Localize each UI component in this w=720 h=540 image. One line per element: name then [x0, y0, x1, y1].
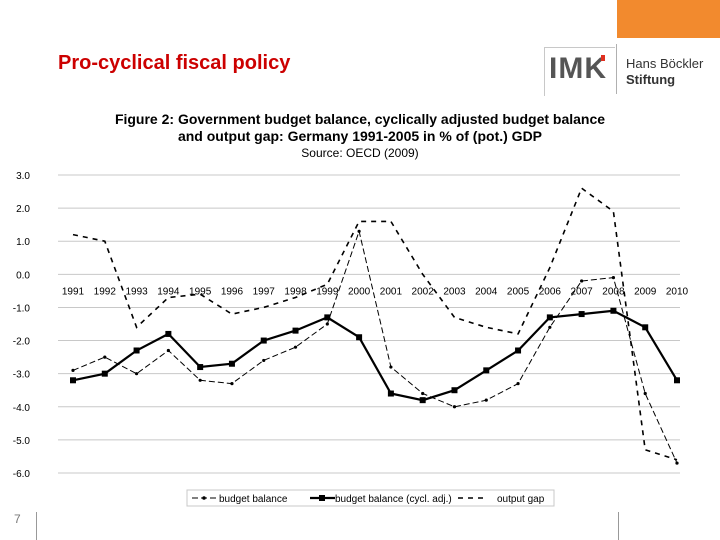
data-point [197, 364, 204, 371]
x-tick-label: 1995 [189, 286, 212, 297]
chart-source: Source: OECD (2009) [301, 146, 419, 160]
data-point [165, 330, 172, 337]
x-tick-label: 1992 [94, 286, 117, 297]
page-number: 7 [14, 512, 21, 526]
data-point [452, 405, 457, 409]
data-point [610, 307, 617, 314]
x-tick-label: 2001 [380, 286, 403, 297]
x-tick-label: 1994 [157, 286, 180, 297]
y-tick-label: 3.0 [16, 171, 30, 182]
y-tick-label: -4.0 [13, 403, 31, 414]
data-point [324, 314, 331, 321]
series-line [72, 186, 678, 461]
logo-frame [544, 47, 615, 96]
data-point [675, 461, 679, 465]
data-point [357, 229, 361, 233]
x-tick-label: 2009 [634, 286, 657, 297]
footer-divider-right [618, 512, 619, 540]
data-point [483, 367, 490, 374]
y-tick-label: -5.0 [13, 436, 31, 447]
data-point [230, 382, 234, 386]
legend-marker [319, 495, 325, 501]
slide-title: Pro-cyclical fiscal policy [58, 52, 291, 74]
series-line [72, 229, 678, 464]
hans-boeckler-logo: Hans Böckler Stiftung [626, 56, 703, 88]
x-tick-label: 2003 [443, 286, 466, 297]
legend-label: output gap [497, 494, 545, 505]
data-point [484, 398, 488, 402]
data-point [356, 334, 363, 341]
x-tick-label: 2007 [571, 286, 594, 297]
x-tick-label: 1997 [253, 286, 276, 297]
data-point [262, 358, 266, 363]
data-point [611, 276, 616, 280]
x-tick-label: 2010 [666, 286, 689, 297]
imk-logo: IMK [549, 52, 607, 85]
chart-title-line1: Figure 2: Government budget balance, cyc… [114, 111, 606, 127]
x-tick-label: 2006 [539, 286, 562, 297]
data-point [451, 387, 458, 394]
x-tick-label: 1996 [221, 286, 244, 297]
hbs-logo-line1: Hans Böckler [626, 56, 704, 71]
x-tick-label: 2002 [412, 286, 435, 297]
x-tick-label: 1999 [316, 286, 339, 297]
footer-divider-left [36, 512, 37, 540]
legend-marker [202, 496, 206, 500]
brand-orange-block [617, 0, 720, 38]
y-tick-label: 1.0 [16, 237, 30, 248]
y-tick-label: 2.0 [16, 204, 30, 215]
data-point [419, 397, 426, 404]
data-point [516, 382, 520, 386]
x-tick-label: 1993 [125, 286, 148, 297]
data-point [578, 311, 585, 318]
data-point [71, 368, 75, 372]
logo-divider [616, 44, 617, 94]
data-point [389, 365, 393, 369]
data-point [166, 348, 170, 353]
x-tick-label: 2004 [475, 286, 498, 297]
data-point [325, 322, 329, 326]
data-point [101, 370, 108, 377]
data-point [228, 360, 235, 367]
legend-label: budget balance (cycl. adj.) [335, 494, 452, 505]
data-point [580, 279, 584, 283]
data-point [548, 325, 552, 329]
data-point [260, 337, 267, 344]
y-tick-label: -2.0 [13, 337, 31, 348]
data-point [674, 377, 680, 384]
y-tick-label: -3.0 [13, 370, 31, 381]
data-point [292, 327, 299, 334]
legend-label: budget balance [219, 494, 288, 505]
data-point [643, 391, 647, 396]
x-tick-label: 2008 [602, 286, 625, 297]
y-tick-label: -6.0 [13, 469, 31, 480]
x-tick-label: 1991 [62, 286, 85, 297]
data-point [133, 347, 140, 354]
data-point [134, 372, 139, 376]
imk-logo-accent [601, 55, 605, 61]
x-tick-label: 2005 [507, 286, 530, 297]
data-point [387, 390, 394, 397]
data-point [515, 347, 522, 354]
data-point [293, 345, 298, 349]
y-tick-label: 0.0 [16, 270, 30, 281]
x-tick-label: 2000 [348, 286, 371, 297]
hbs-logo-line2: Stiftung [626, 72, 676, 87]
series-line [72, 309, 678, 402]
y-tick-label: -1.0 [13, 303, 31, 314]
data-point [103, 355, 107, 359]
legend-box [186, 489, 555, 507]
data-point [198, 378, 202, 382]
data-point [421, 391, 425, 396]
data-point [642, 324, 649, 331]
data-point [546, 314, 553, 321]
data-point [70, 377, 76, 384]
x-tick-label: 1998 [284, 286, 307, 297]
chart-title-line2: and output gap: Germany 1991-2005 in % o… [177, 128, 543, 144]
chart-title: Figure 2: Government budget balance, cyc… [90, 111, 630, 145]
